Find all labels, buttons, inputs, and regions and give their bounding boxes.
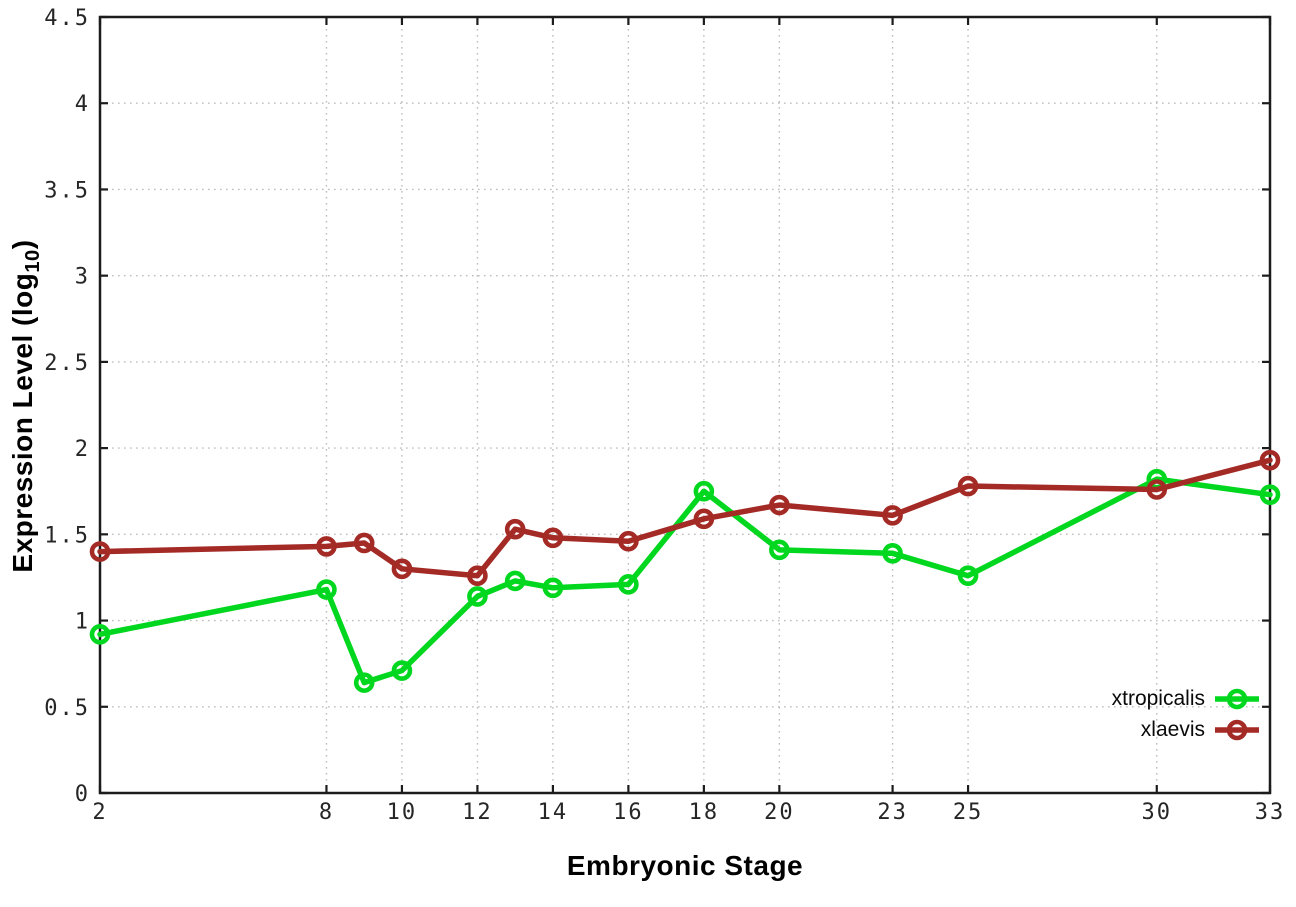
x-tick-label: 33 [1255, 800, 1286, 825]
data-point-xtropicalis [882, 543, 903, 564]
data-point-xlaevis [957, 475, 979, 497]
x-tick-label: 18 [689, 800, 720, 825]
x-tick-label: 14 [538, 800, 569, 825]
x-tick-label: 30 [1142, 800, 1173, 825]
x-tick-label: 20 [764, 800, 795, 825]
data-point-xtropicalis [467, 586, 488, 607]
y-tick-label: 1 [75, 610, 90, 635]
data-point-xlaevis [693, 508, 715, 530]
legend-marker-icon [1215, 688, 1259, 710]
data-point-xtropicalis [353, 672, 375, 693]
data-point-xtropicalis [316, 579, 337, 600]
legend-marker-icon [1215, 719, 1259, 741]
data-point-xlaevis [467, 565, 488, 587]
legend-label: xtropicalis [1111, 687, 1205, 710]
y-tick-label: 3.5 [44, 178, 90, 203]
data-point-xlaevis [542, 527, 564, 549]
y-tick-label: 4.5 [44, 6, 90, 31]
y-tick-label: 2.5 [44, 351, 90, 376]
y-tick-label: 2 [75, 437, 90, 462]
data-point-xlaevis [89, 541, 111, 562]
x-tick-label: 8 [319, 800, 334, 825]
x-tick-label: 23 [877, 800, 908, 825]
legend-item-xlaevis: xlaevis [1112, 717, 1260, 743]
y-tick-label: 1.5 [44, 523, 90, 548]
data-point-xlaevis [618, 530, 639, 552]
data-point-xlaevis [1259, 449, 1281, 471]
legend-label: xlaevis [1140, 718, 1205, 741]
data-point-xtropicalis [89, 624, 111, 645]
data-point-xlaevis [391, 558, 413, 580]
y-axis-title-close: ) [7, 239, 39, 250]
x-tick-label: 2 [92, 800, 107, 825]
data-point-xlaevis [769, 494, 790, 516]
data-point-xtropicalis [618, 574, 639, 595]
data-point-xlaevis [504, 518, 526, 540]
legend: xtropicalis xlaevis [1112, 686, 1260, 743]
y-tick-label: 0.5 [44, 696, 90, 721]
data-point-xtropicalis [769, 539, 790, 561]
x-tick-label: 25 [953, 800, 984, 825]
x-tick-label: 12 [462, 800, 493, 825]
series-line-xtropicalis [97, 476, 1273, 686]
y-tick-label: 3 [75, 265, 90, 290]
data-point-xtropicalis [1259, 484, 1281, 505]
y-axis-title: Expression Level (log10) [7, 239, 45, 572]
plot-border [98, 15, 1272, 795]
x-axis-title: Embryonic Stage [566, 850, 804, 881]
data-point-xtropicalis [693, 480, 715, 502]
data-point-xlaevis [316, 536, 337, 557]
data-point-xlaevis [1146, 479, 1168, 500]
y-tick-label: 4 [75, 92, 90, 117]
data-point-xtropicalis [957, 565, 979, 587]
data-point-xtropicalis [504, 570, 526, 592]
y-tick-label: 0 [75, 782, 90, 807]
data-point-xtropicalis [542, 577, 564, 599]
legend-item-xtropicalis: xtropicalis [1112, 686, 1260, 712]
y-axis-title-subscript: 10 [21, 249, 44, 273]
data-point-xtropicalis [391, 660, 413, 681]
y-axis-title-text: Expression Level (log [7, 272, 39, 573]
data-point-xlaevis [882, 505, 903, 526]
x-tick-label: 16 [613, 800, 644, 825]
x-tick-label: 10 [387, 800, 418, 825]
data-point-xlaevis [353, 532, 375, 554]
